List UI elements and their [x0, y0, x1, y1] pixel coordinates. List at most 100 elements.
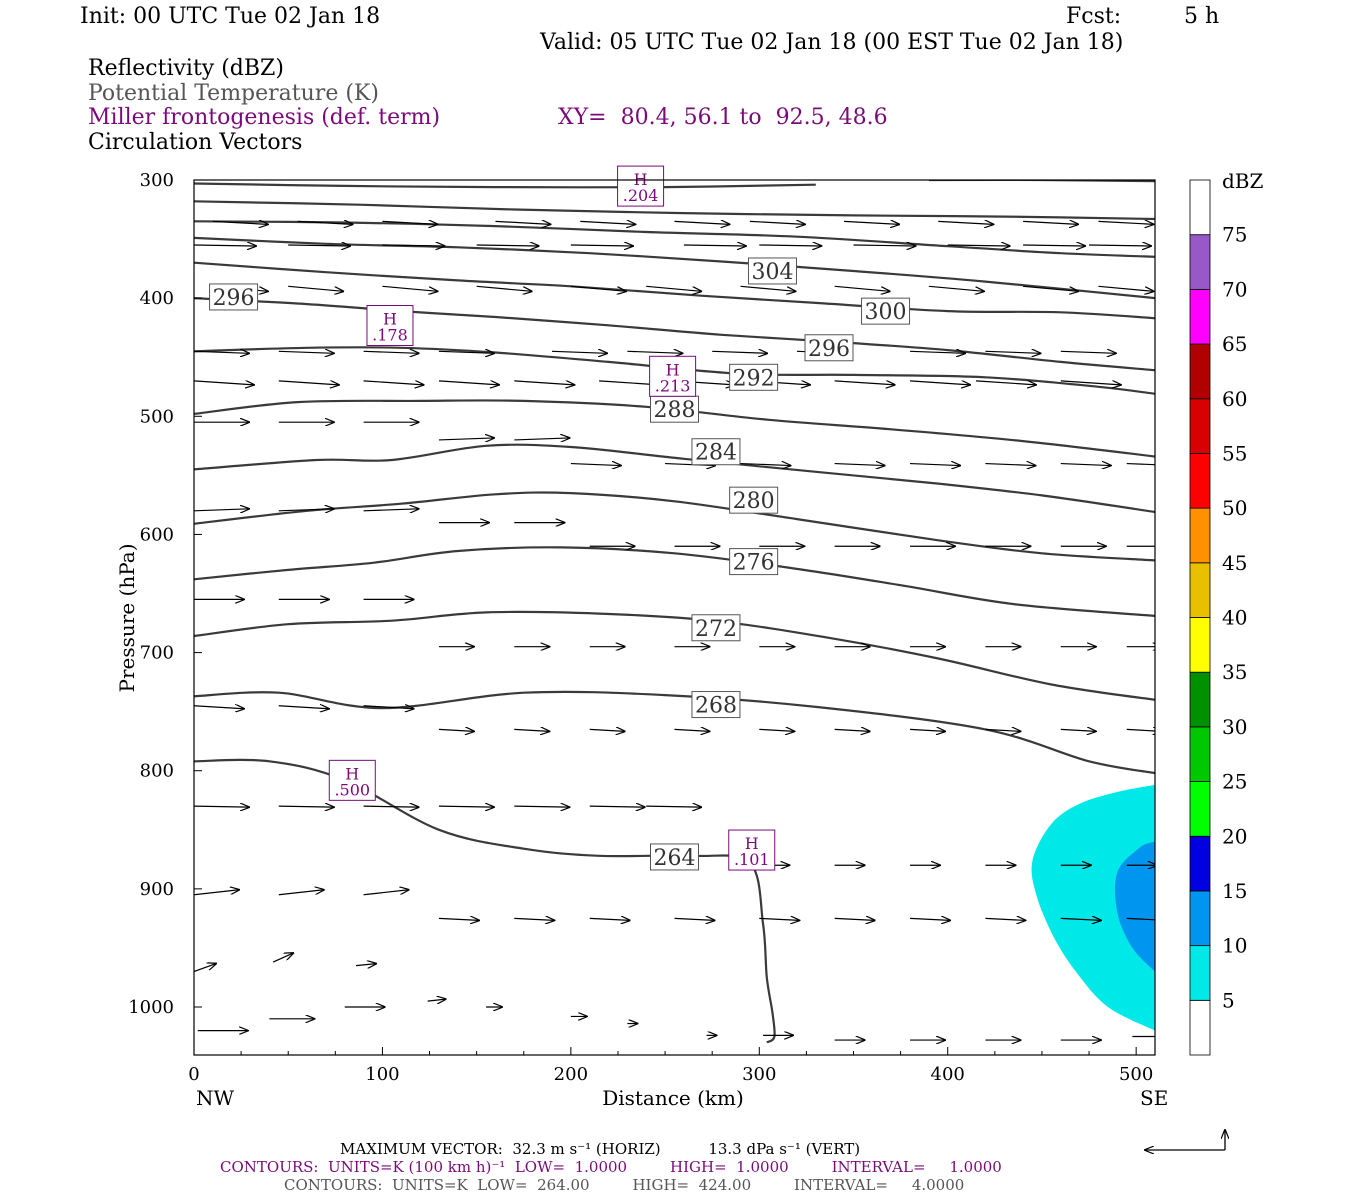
circulation-vector: [759, 729, 794, 731]
circulation-vector: [514, 438, 569, 440]
circulation-vector: [363, 706, 414, 709]
frontogenesis-h: H: [345, 764, 359, 783]
colorbar-segment: [1189, 453, 1211, 509]
circulation-vector: [928, 285, 984, 291]
circulation-vector: [514, 806, 569, 807]
theta-contours: [194, 180, 1155, 1044]
circulation-vector: [1060, 351, 1116, 353]
circulation-vector: [194, 706, 244, 709]
theta-label-box: [747, 257, 797, 285]
circulation-vector: [580, 221, 635, 224]
circulation-vector: [1060, 918, 1101, 920]
circulation-vector: [910, 351, 965, 353]
circulation-vector: [476, 245, 539, 246]
theta-label-text: 296: [808, 337, 850, 362]
circulation-vector: [627, 351, 682, 353]
circulation-vector: [363, 890, 409, 896]
legend-frontogenesis: Miller frontogenesis (def. term): [88, 105, 441, 130]
circulation-vector: [740, 464, 790, 466]
x-end-left: NW: [196, 1086, 235, 1110]
theta-label: 280: [729, 486, 779, 514]
theta-label-box: [650, 843, 699, 871]
circulation-vector: [938, 221, 993, 224]
theta-label-box: [729, 363, 779, 391]
theta-contour-300: [194, 261, 1155, 320]
legend-reflectivity: Reflectivity (dBZ): [88, 56, 284, 81]
colorbar-label: 75: [1222, 223, 1247, 247]
theta-label-text: 284: [695, 441, 737, 466]
theta-contour-288: [194, 399, 1155, 458]
colorbar-segment: [1189, 617, 1211, 673]
theta-label-box: [861, 297, 911, 325]
circulation-vector: [740, 285, 795, 291]
frontogenesis-h: H: [745, 834, 759, 853]
theta-label-box: [691, 438, 741, 466]
footer-max-vector: MAXIMUM VECTOR: 32.3 m s⁻¹ (HORIZ) 13.3 …: [340, 1140, 861, 1158]
theta-label-text: 268: [695, 694, 737, 719]
y-tick-label: 900: [140, 879, 174, 900]
circulation-vector: [1023, 245, 1085, 246]
colorbar-segment: [1189, 671, 1211, 728]
circulation-vector: [382, 285, 437, 291]
frontogenesis-box: [617, 165, 665, 207]
frontogenesis-h: H: [666, 360, 680, 379]
circulation-vector: [427, 999, 446, 1001]
theta-contour-280: [194, 491, 1155, 562]
colorbar-label: 35: [1222, 660, 1247, 684]
circulation-vector: [438, 806, 494, 807]
frontogenesis-box: [366, 304, 414, 346]
theta-contour-276: [194, 546, 1155, 617]
theta-contour-296: [194, 297, 1155, 372]
frontogenesis-box: [328, 759, 376, 801]
y-tick-label: 700: [140, 643, 174, 664]
colorbar-segment: [1189, 234, 1211, 290]
circulation-vector: [909, 380, 970, 385]
circulation-vector: [438, 729, 474, 731]
theta-label-text: 264: [654, 846, 696, 871]
circulation-vector: [1126, 917, 1155, 921]
circulation-vector: [194, 380, 254, 385]
colorbar-label: 45: [1222, 551, 1247, 575]
colorbar-segment: [1189, 726, 1211, 782]
colorbar-segment: [1189, 781, 1211, 837]
circulation-vector: [1060, 464, 1111, 466]
circulation-vector: [476, 285, 532, 291]
circulation-vector: [985, 729, 1020, 731]
circulation-vector: [834, 464, 885, 466]
frontogenesis-box: [649, 355, 697, 397]
frontogenesis-max: H.101: [728, 829, 776, 871]
circulation-vector: [910, 918, 950, 920]
colorbar: 5 10 15 20 25 30 35 40 45 50 55 60 65 70 75: [1189, 179, 1247, 1056]
colorbar-segment: [1189, 398, 1211, 454]
x-tick-label: 100: [365, 1064, 399, 1085]
frontogenesis-value: .178: [372, 325, 408, 344]
circulation-vector: [1060, 380, 1121, 385]
circulation-vector: [355, 964, 376, 966]
circulation-vector: [947, 245, 1010, 246]
theta-label: 268: [691, 691, 741, 719]
circulation-vector: [910, 464, 960, 466]
circulation-vector: [683, 245, 746, 246]
colorbar-segment: [1189, 945, 1211, 1001]
colorbar-segment: [1189, 890, 1211, 947]
circulation-vector: [712, 351, 767, 353]
theta-label-text: 280: [733, 489, 775, 514]
reflectivity-area-5: [1031, 784, 1155, 1031]
circulation-vector: [278, 890, 324, 896]
circulation-vector: [363, 509, 419, 511]
colorbar-label: 20: [1222, 824, 1247, 848]
circulation-vector: [272, 953, 293, 963]
circulation-vector: [834, 918, 875, 920]
circulation-vector: [382, 245, 444, 246]
x-tick-label: 400: [931, 1064, 965, 1085]
frontogenesis-h: H: [383, 309, 397, 328]
circulation-vector: [514, 380, 574, 385]
circulation-vector: [438, 918, 479, 920]
theta-label: 284: [691, 438, 741, 466]
circulation-vector: [589, 918, 630, 920]
circulation-vector: [759, 245, 821, 246]
frontogenesis-max: H.213: [649, 355, 697, 397]
frontogenesis-value: .500: [334, 780, 370, 799]
circulation-vector: [985, 464, 1035, 466]
forecast-label: Fcst:: [1066, 4, 1122, 29]
